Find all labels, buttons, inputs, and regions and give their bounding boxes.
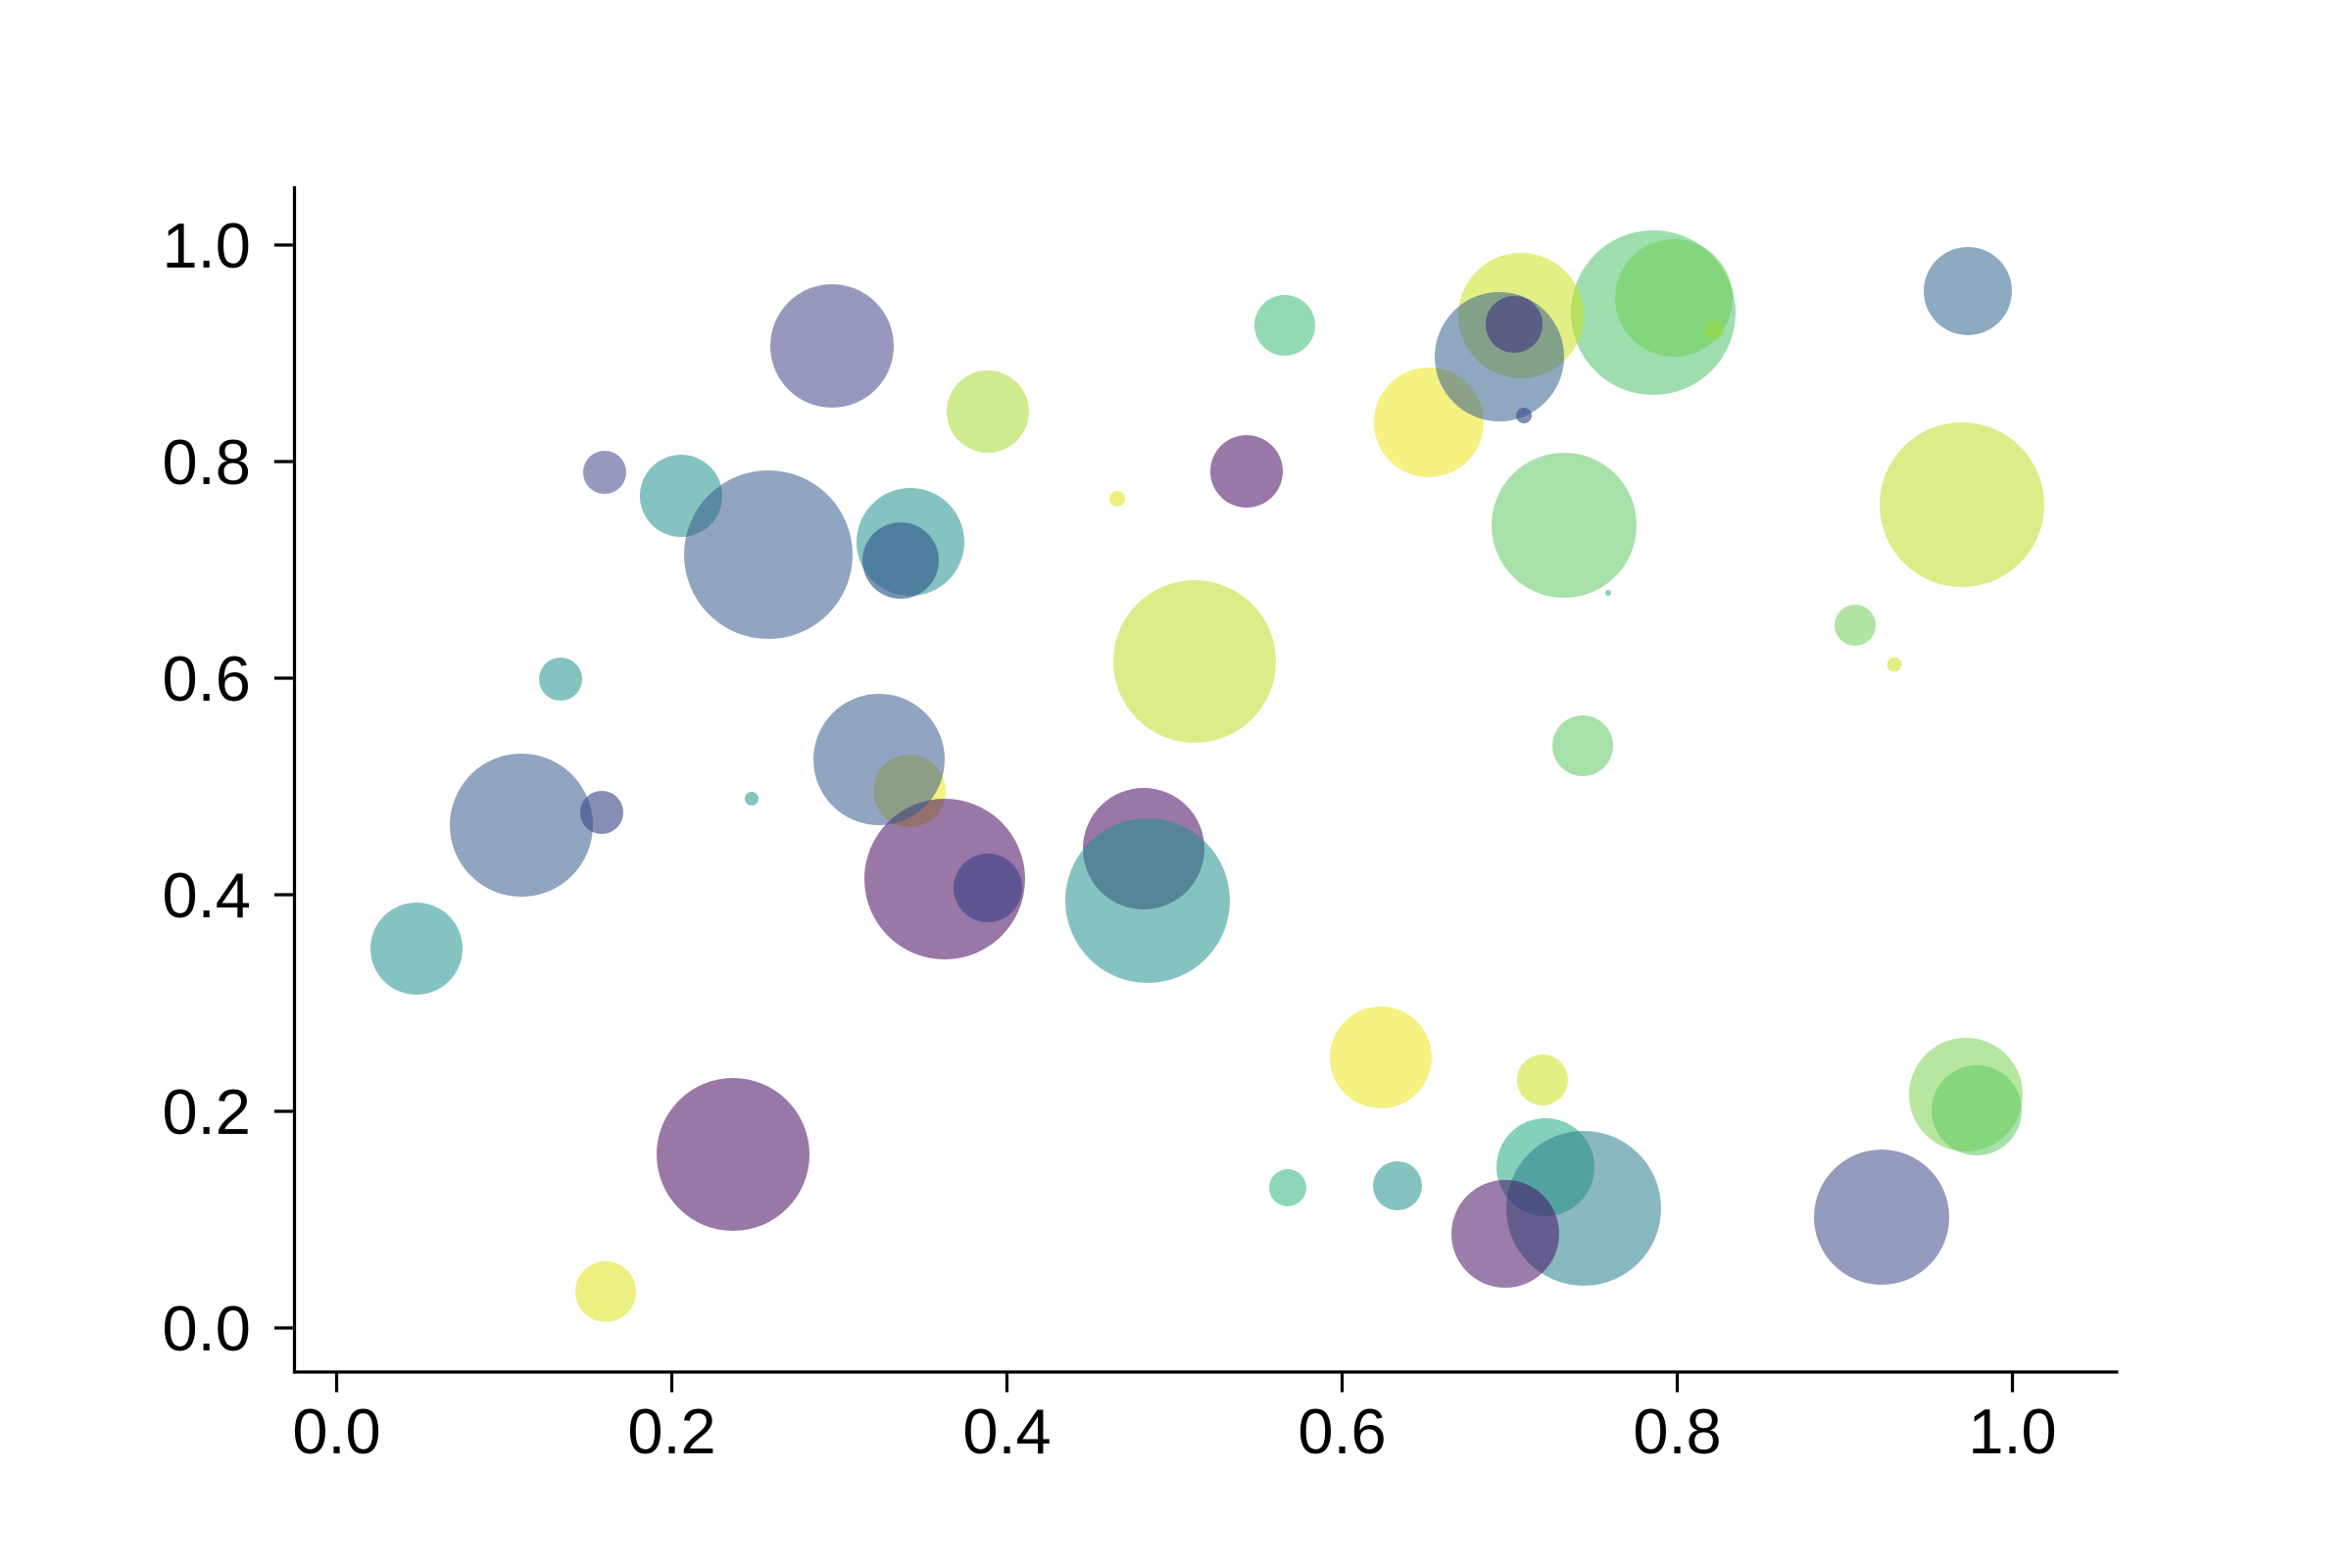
svg-text:0.2: 0.2 — [627, 1396, 715, 1467]
svg-text:0.0: 0.0 — [292, 1396, 380, 1467]
svg-text:1.0: 1.0 — [163, 210, 251, 281]
svg-text:0.4: 0.4 — [962, 1396, 1051, 1467]
svg-text:0.0: 0.0 — [163, 1293, 251, 1364]
svg-text:1.0: 1.0 — [1968, 1396, 2056, 1467]
svg-text:0.4: 0.4 — [163, 859, 251, 931]
svg-text:0.8: 0.8 — [1633, 1396, 1721, 1467]
svg-text:0.6: 0.6 — [163, 643, 251, 714]
svg-text:0.2: 0.2 — [163, 1076, 251, 1148]
svg-text:0.6: 0.6 — [1298, 1396, 1386, 1467]
svg-text:0.8: 0.8 — [163, 426, 251, 498]
